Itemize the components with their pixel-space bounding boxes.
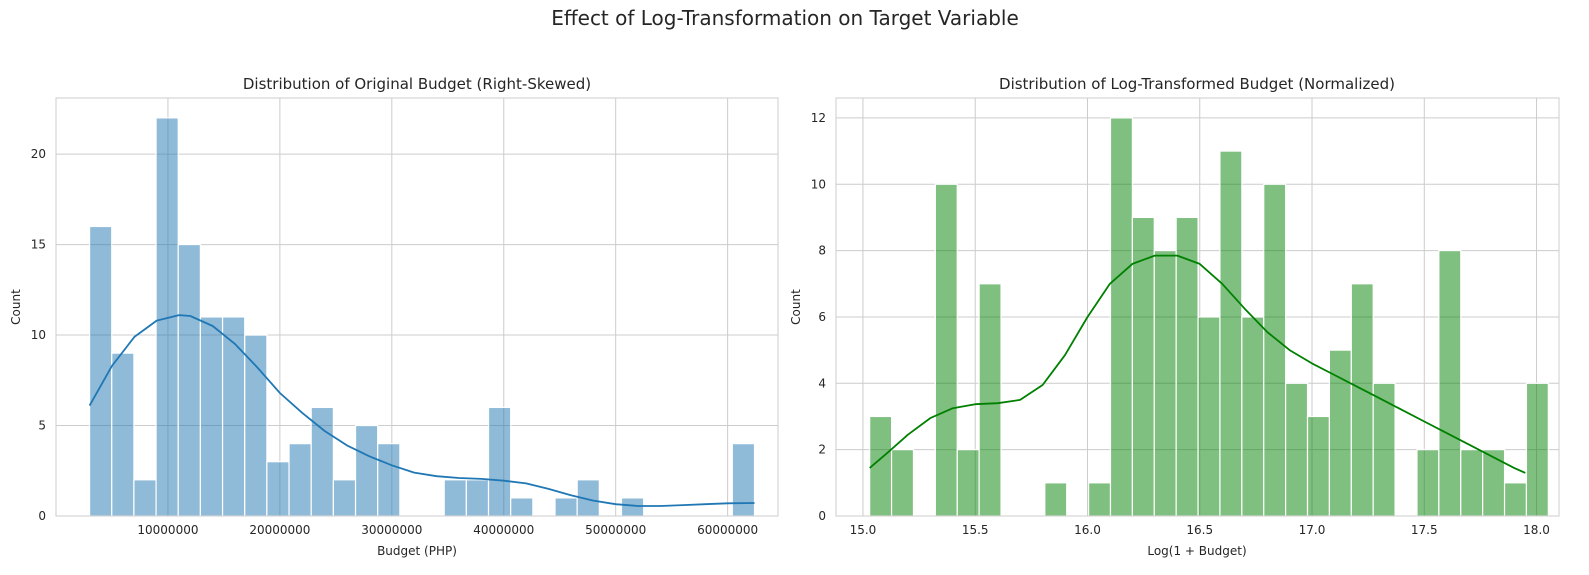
y-tick-label: 12: [811, 111, 826, 125]
histogram-bar: [978, 283, 1002, 517]
x-tick-label: 16.5: [1186, 523, 1213, 537]
histogram-bar: [1153, 250, 1177, 517]
histogram-bar: [1197, 316, 1221, 517]
histogram-bar: [199, 316, 224, 517]
y-tick-label: 0: [818, 509, 826, 523]
histogram-bar: [934, 183, 958, 517]
histogram-bar: [1416, 449, 1440, 517]
x-tick-label: 10000000: [137, 523, 198, 537]
y-axis-label-log: Count: [789, 289, 803, 325]
histogram-bar: [620, 497, 645, 517]
x-tick-label: 20000000: [249, 523, 310, 537]
histogram-bar: [1306, 415, 1331, 517]
x-tick-label: 17.5: [1411, 523, 1438, 537]
x-tick-label: 40000000: [473, 523, 534, 537]
histogram-bar: [1460, 449, 1484, 517]
x-tick-label: 18.0: [1523, 523, 1550, 537]
histogram-bar: [377, 443, 401, 517]
plot-border: [55, 97, 779, 517]
histogram-bar: [266, 461, 290, 517]
chart-title-log: Distribution of Log-Transformed Budget (…: [999, 75, 1395, 93]
histogram-bar: [510, 497, 534, 517]
x-tick-label: 17.0: [1299, 523, 1326, 537]
histogram-bar: [332, 479, 357, 517]
histogram-bar: [244, 334, 268, 517]
x-tick-label: 50000000: [585, 523, 646, 537]
histogram-original-budget: Distribution of Original Budget (Right-S…: [9, 75, 779, 558]
histogram-log-budget: Distribution of Log-Transformed Budget (…: [789, 75, 1560, 558]
histogram-bar: [1350, 283, 1374, 517]
y-tick-label: 0: [38, 509, 46, 523]
histogram-bar: [111, 352, 135, 517]
x-tick-label: 15.5: [962, 523, 989, 537]
chart-title-original: Distribution of Original Budget (Right-S…: [243, 75, 591, 93]
histogram-bar: [1263, 183, 1287, 517]
x-tick-label: 30000000: [361, 523, 422, 537]
histogram-bar: [956, 449, 980, 517]
histogram-bar: [1438, 250, 1462, 517]
x-axis-label-original: Budget (PHP): [377, 544, 457, 558]
histogram-bar: [1503, 482, 1528, 517]
y-tick-label: 10: [31, 328, 46, 342]
y-tick-label: 6: [818, 310, 826, 324]
histogram-bar: [1044, 482, 1068, 517]
histogram-bar: [1372, 382, 1396, 517]
histogram-bar: [177, 243, 202, 517]
x-tick-label: 16.0: [1074, 523, 1101, 537]
histogram-bar: [1241, 316, 1265, 517]
histogram-bar: [1482, 449, 1506, 517]
kde-line: [869, 254, 1526, 474]
histogram-bar: [1219, 150, 1243, 517]
histogram-bar: [1525, 382, 1549, 517]
bars-original: [88, 117, 756, 517]
x-axis-label-log: Log(1 + Budget): [1147, 544, 1246, 558]
histogram-bar: [487, 406, 512, 517]
histogram-bar: [221, 316, 246, 517]
kde-line: [88, 314, 755, 507]
plot-border: [835, 97, 1560, 517]
histogram-bar: [1088, 482, 1112, 517]
y-tick-label: 2: [818, 443, 826, 457]
x-tick-label: 15.0: [850, 523, 877, 537]
y-tick-label: 10: [811, 177, 826, 191]
histogram-bar: [554, 497, 578, 517]
histogram-bar: [354, 424, 379, 517]
histogram-bar: [465, 479, 490, 517]
histogram-bar: [731, 443, 756, 517]
histogram-bar: [890, 449, 915, 517]
y-tick-label: 5: [38, 419, 46, 433]
y-tick-label: 8: [818, 244, 826, 258]
histogram-bar: [443, 479, 467, 517]
y-axis-label-original: Count: [9, 289, 23, 325]
y-tick-label: 20: [31, 147, 46, 161]
histogram-bar: [1109, 117, 1133, 517]
histogram-bar: [1285, 382, 1309, 517]
x-tick-label: 60000000: [697, 523, 758, 537]
y-tick-label: 4: [818, 376, 826, 390]
histogram-bar: [288, 443, 312, 517]
y-tick-label: 15: [31, 238, 46, 252]
histogram-bar: [133, 479, 157, 517]
figure-suptitle: Effect of Log-Transformation on Target V…: [551, 6, 1019, 30]
